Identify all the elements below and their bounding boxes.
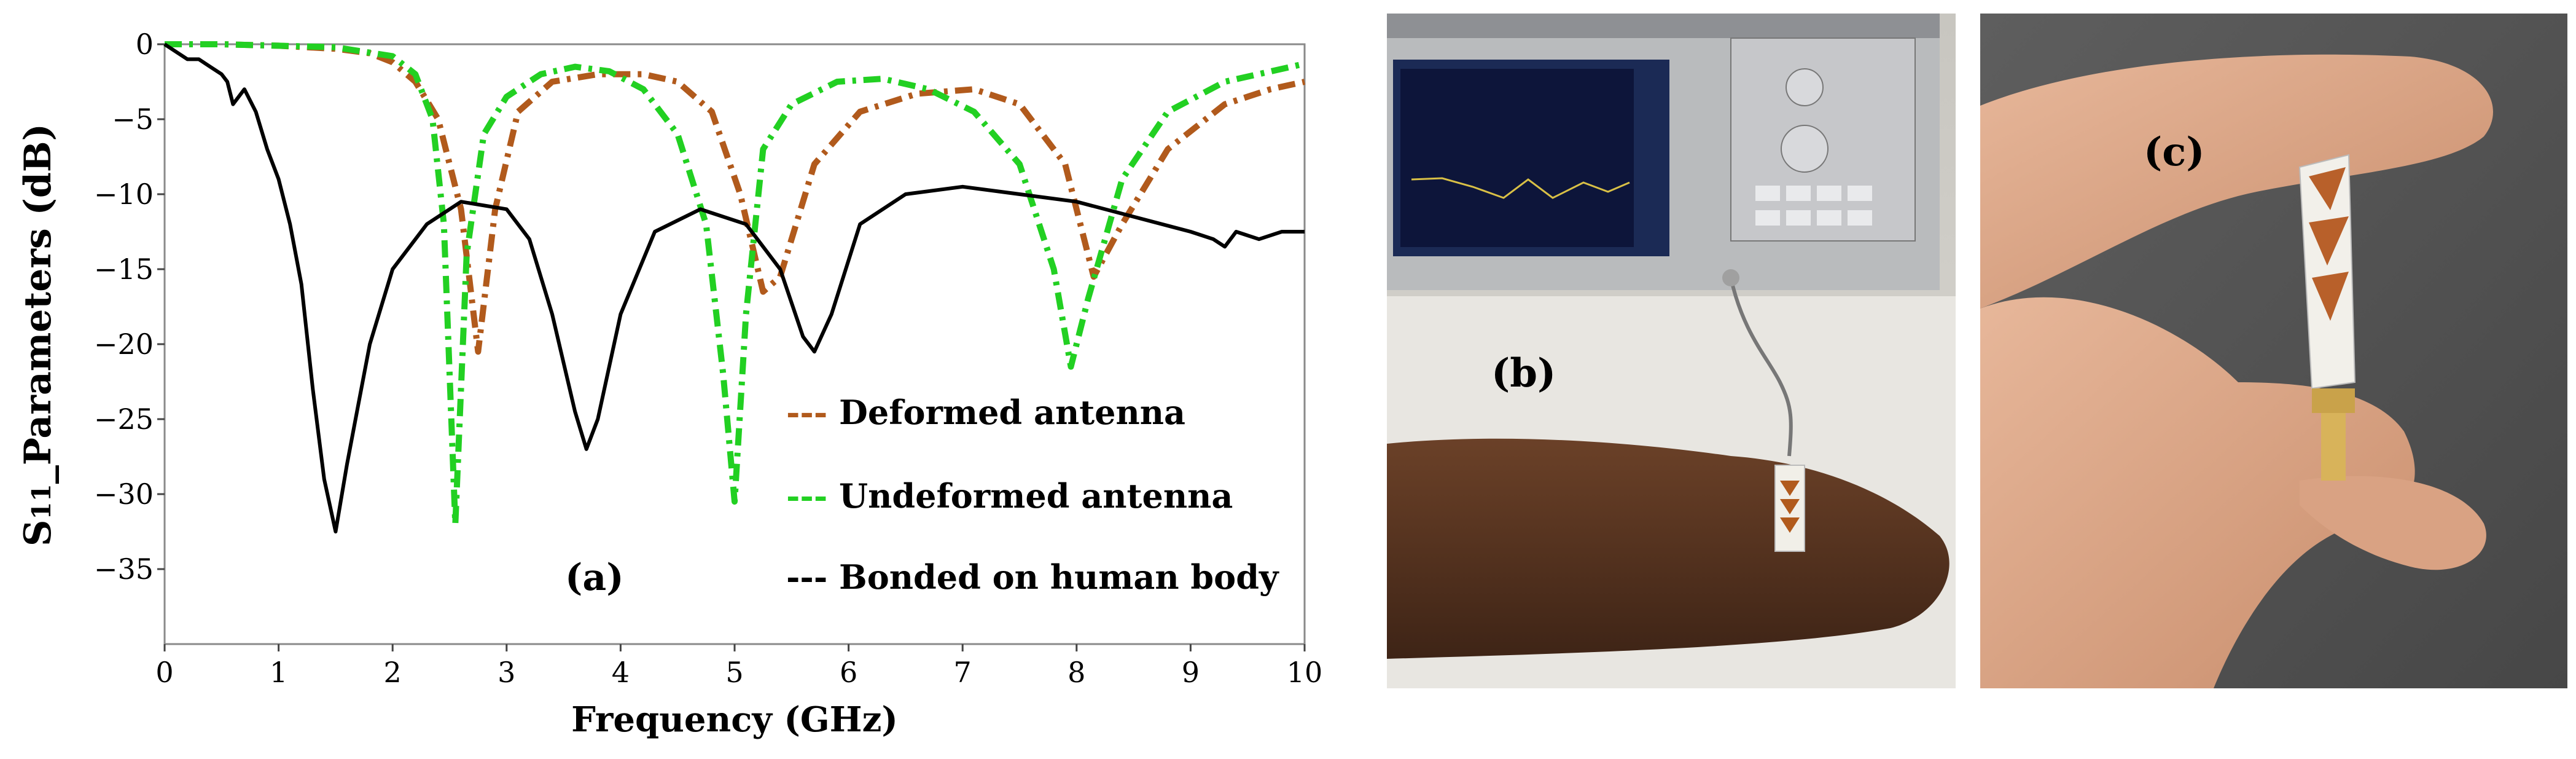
analyzer-wrist-photo	[1387, 14, 1956, 688]
legend-label-2: Undeformed antenna	[827, 476, 1233, 516]
x-tick-label: 5	[725, 656, 743, 689]
y-tick-label: −30	[94, 478, 154, 511]
x-tick-label: 6	[840, 656, 857, 689]
y-tick-label: −5	[112, 103, 154, 136]
legend-swatch-2: ---	[786, 476, 827, 516]
legend-label-3: Bonded on human body	[827, 557, 1279, 597]
series-line-3	[163, 42, 1305, 533]
legend-entry-3: --- Bonded on human body	[786, 557, 1279, 597]
hand	[1980, 297, 2415, 688]
y-axis-label-sub: 11	[26, 484, 57, 519]
y-tick-label: −10	[94, 178, 154, 211]
series-line-1	[165, 41, 1306, 355]
legend: --- Deformed antenna--- Undeformed anten…	[786, 393, 1279, 597]
y-axis-label: S11_Parameters (dB)	[17, 124, 60, 546]
arm	[1387, 438, 1950, 659]
y-tick-label: −20	[94, 328, 154, 361]
photo-panel-c: (c)	[1980, 14, 2567, 688]
x-tick-label: 2	[384, 656, 402, 689]
y-axis: 0 −5 −10 −15 −20 −25 −30 −35	[94, 28, 165, 586]
antenna-strip	[1774, 465, 1805, 552]
hand-antenna-photo	[1980, 14, 2567, 688]
legend-swatch-3: ---	[786, 557, 827, 597]
photo-panel-b: (b)	[1387, 14, 1956, 688]
x-tick-label: 10	[1287, 656, 1323, 689]
index-finger	[1980, 54, 2493, 309]
sma-connector	[2312, 388, 2355, 413]
panel-label-c: (c)	[2144, 129, 2205, 175]
panel-label-b: (b)	[1491, 350, 1556, 396]
x-tick-label: 3	[498, 656, 515, 689]
y-tick-label: 0	[136, 28, 154, 61]
x-axis-label: Frequency (GHz)	[571, 699, 898, 740]
x-tick-label: 0	[155, 656, 173, 689]
s11-line-chart: 0 1 2 3 4 5 6 7 8 9 10 0 −5 −10 −15 −20 −25 −30 −35 --- D…	[17, 28, 1322, 740]
antenna-strip-c	[2298, 154, 2356, 390]
y-tick-label: −35	[94, 553, 154, 586]
legend-swatch-1: ---	[786, 393, 827, 432]
legend-label-1: Deformed antenna	[827, 393, 1185, 432]
x-tick-label: 9	[1182, 656, 1200, 689]
plot-area	[163, 43, 1306, 645]
x-tick-label: 8	[1067, 656, 1085, 689]
y-tick-label: −25	[94, 403, 154, 436]
y-tick-label: −15	[94, 253, 154, 286]
series-layer	[163, 41, 1306, 533]
x-axis: 0 1 2 3 4 5 6 7 8 9 10	[155, 644, 1322, 689]
legend-entry-2: --- Undeformed antenna	[786, 476, 1233, 516]
y-axis-label-s: S	[17, 520, 60, 546]
x-tick-label: 7	[954, 656, 972, 689]
y-axis-label-rest: _Parameters (dB)	[17, 124, 60, 484]
plot-frame	[163, 43, 1306, 645]
panel-label-a: (a)	[565, 556, 624, 599]
series-line-2	[165, 41, 1306, 527]
x-tick-label: 4	[612, 656, 630, 689]
x-tick-label: 1	[270, 656, 287, 689]
legend-entry-1: --- Deformed antenna	[786, 393, 1185, 432]
